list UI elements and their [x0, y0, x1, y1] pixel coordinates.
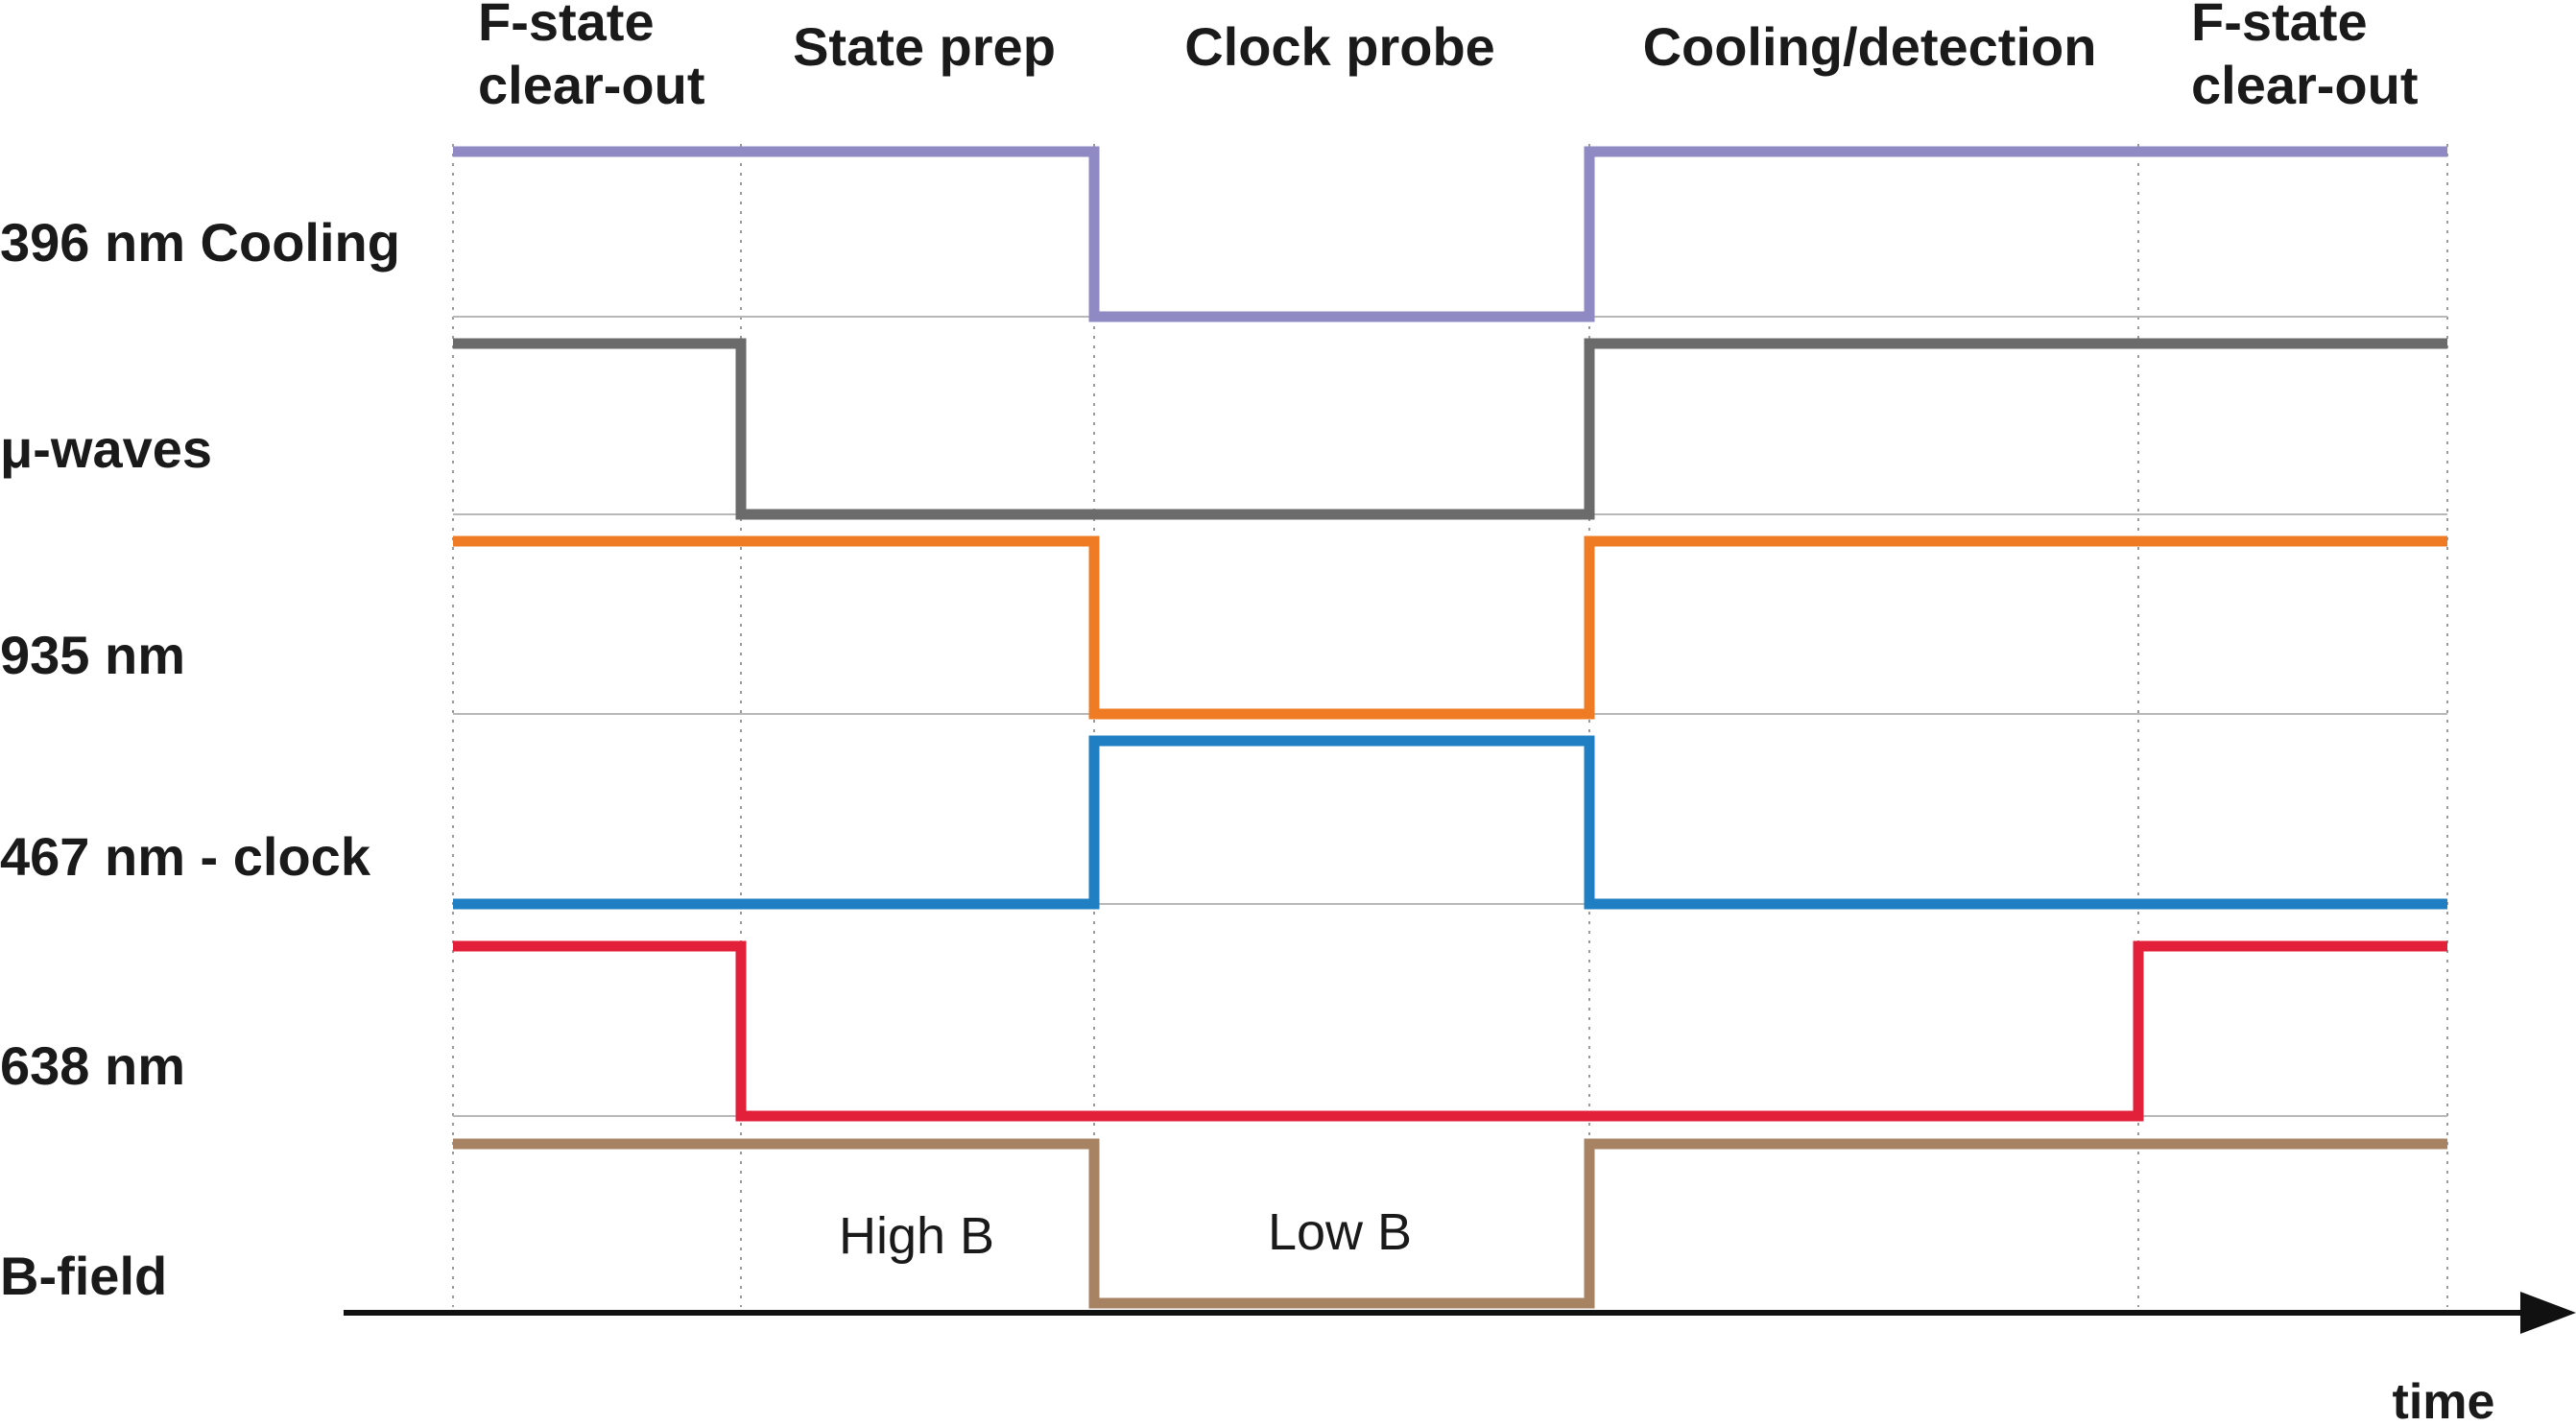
channel-label-cooling-396: 396 nm Cooling: [0, 212, 400, 273]
phase-labels: F-state clear-out State prep Clock probe…: [478, 0, 2419, 115]
trace-clock-467: [453, 735, 2447, 910]
channel-label-laser-935: 935 nm: [0, 625, 185, 685]
time-axis: time: [344, 1292, 2576, 1426]
channel-label-laser-638: 638 nm: [0, 1035, 185, 1096]
trace-b-field: [453, 1138, 2447, 1309]
phase-label-clock-probe: Clock probe: [1184, 16, 1495, 77]
channel-label-b-field: B-field: [0, 1246, 167, 1306]
phase-label-clearout-2: F-state clear-out: [2191, 0, 2419, 115]
phase-label-state-prep: State prep: [793, 16, 1056, 77]
channel-labels: 396 nm Cooling μ-waves 935 nm 467 nm - c…: [0, 212, 400, 1306]
phase-label-cooling-detection: Cooling/detection: [1643, 16, 2097, 77]
b-field-annotations: High B Low B: [839, 1203, 1412, 1265]
channel-label-clock-467: 467 nm - clock: [0, 826, 371, 887]
annotation-high-b: High B: [839, 1207, 994, 1265]
channel-label-microwaves: μ-waves: [0, 418, 212, 479]
annotation-low-b: Low B: [1268, 1203, 1412, 1261]
trace-laser-935: [453, 535, 2447, 720]
phase-label-clearout-1: F-state clear-out: [478, 0, 705, 115]
time-axis-label: time: [2393, 1374, 2495, 1426]
trace-microwaves: [453, 338, 2447, 520]
trace-cooling-396: [453, 146, 2447, 322]
time-axis-arrowhead: [2520, 1292, 2576, 1334]
trace-laser-638: [453, 940, 2447, 1122]
channel-traces: [453, 146, 2447, 1309]
